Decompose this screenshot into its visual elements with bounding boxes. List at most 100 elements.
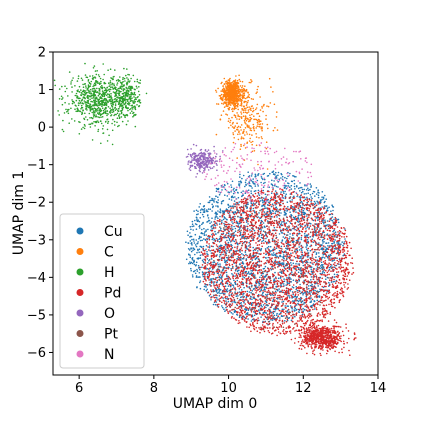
point xyxy=(242,96,245,98)
point xyxy=(108,100,110,102)
point xyxy=(263,172,266,175)
point xyxy=(288,317,291,319)
point xyxy=(197,213,199,215)
point xyxy=(199,268,201,271)
point xyxy=(218,275,221,278)
point xyxy=(119,87,122,90)
point xyxy=(239,104,241,107)
point xyxy=(112,118,114,121)
point xyxy=(288,284,291,287)
point xyxy=(93,107,96,109)
point xyxy=(253,311,255,313)
point xyxy=(240,101,243,103)
point xyxy=(127,109,129,112)
point xyxy=(259,312,261,315)
point xyxy=(240,143,242,146)
point xyxy=(208,219,210,222)
point xyxy=(221,292,223,295)
point xyxy=(306,239,309,241)
point xyxy=(326,209,328,211)
point xyxy=(278,296,281,299)
point xyxy=(94,89,97,92)
point xyxy=(265,301,268,303)
point xyxy=(267,198,270,201)
point xyxy=(216,292,219,294)
point xyxy=(268,77,271,80)
point xyxy=(321,285,324,288)
point xyxy=(101,107,104,109)
point xyxy=(226,92,228,95)
point xyxy=(224,241,227,243)
point xyxy=(250,185,252,188)
point xyxy=(198,206,200,208)
point xyxy=(205,248,207,251)
point xyxy=(214,233,217,235)
point xyxy=(81,79,84,81)
point xyxy=(231,246,234,249)
point xyxy=(127,103,130,105)
point xyxy=(97,106,100,109)
point xyxy=(236,249,238,252)
point xyxy=(211,206,214,209)
point xyxy=(87,99,90,102)
point xyxy=(280,172,283,175)
point xyxy=(206,210,208,213)
point xyxy=(111,129,114,132)
point xyxy=(290,188,293,190)
point xyxy=(300,196,302,199)
point xyxy=(195,209,198,212)
point xyxy=(333,224,335,226)
point xyxy=(285,247,287,250)
point xyxy=(236,89,239,92)
point xyxy=(101,95,104,98)
point xyxy=(287,208,290,211)
point xyxy=(255,107,258,109)
point xyxy=(106,89,108,92)
point xyxy=(321,198,323,201)
point xyxy=(103,98,106,100)
point xyxy=(270,192,273,194)
point xyxy=(119,110,122,112)
point xyxy=(233,311,236,314)
point xyxy=(232,222,234,225)
point xyxy=(252,246,254,249)
point xyxy=(121,96,124,98)
point xyxy=(73,120,76,122)
point xyxy=(265,147,268,150)
point xyxy=(88,112,91,115)
point xyxy=(253,128,255,130)
point xyxy=(97,128,100,131)
point xyxy=(306,244,308,247)
point xyxy=(299,315,302,317)
point xyxy=(240,102,243,104)
point xyxy=(236,258,238,260)
point xyxy=(195,219,198,221)
point xyxy=(102,99,104,102)
point xyxy=(286,305,289,307)
point xyxy=(314,241,317,243)
point xyxy=(285,193,288,195)
point xyxy=(122,78,124,81)
point xyxy=(121,104,124,107)
point xyxy=(111,111,113,114)
point xyxy=(305,290,307,292)
point xyxy=(249,209,252,212)
point xyxy=(212,205,214,208)
point xyxy=(201,239,203,242)
point xyxy=(214,238,216,240)
point xyxy=(327,242,330,244)
point xyxy=(307,189,310,192)
point xyxy=(130,91,133,94)
point xyxy=(216,262,219,264)
point xyxy=(313,200,316,203)
point xyxy=(120,116,123,118)
point xyxy=(265,253,267,256)
point xyxy=(238,131,240,134)
point xyxy=(109,95,112,98)
point xyxy=(250,320,253,322)
point xyxy=(240,181,243,184)
point xyxy=(334,224,337,227)
point xyxy=(290,184,293,187)
point xyxy=(205,271,208,274)
point xyxy=(96,120,99,122)
